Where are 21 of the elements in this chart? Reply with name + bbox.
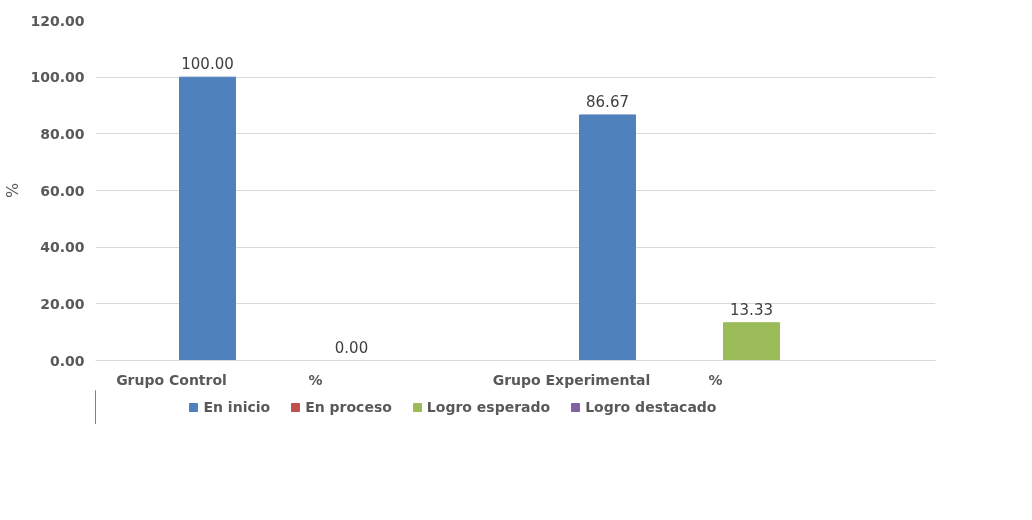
- bar: [723, 322, 780, 361]
- y-tick-label: 20.00: [40, 295, 85, 312]
- y-tick-label: 60.00: [40, 182, 85, 199]
- text: Grupo Control: [116, 371, 227, 388]
- y-tick-label: 80.00: [40, 125, 85, 142]
- legend-label: Logro destacado: [585, 399, 717, 415]
- data-label: 86.67: [586, 92, 629, 111]
- bar: [179, 76, 236, 361]
- data-label: 0.00: [334, 338, 369, 357]
- y-tick-label: 0.00: [49, 352, 85, 369]
- y-tick-label: 100.00: [30, 69, 85, 86]
- legend-label: En proceso: [305, 399, 392, 415]
- y-tick-label: 40.00: [40, 239, 85, 256]
- text: Grupo Experimental: [492, 371, 651, 388]
- legend-label: En inicio: [203, 399, 271, 415]
- data-label: 13.33: [730, 300, 773, 319]
- legend-label: Logro esperado: [426, 399, 551, 415]
- bar: [579, 114, 636, 361]
- y-tick-label: 120.00: [30, 12, 85, 29]
- data-label: 100.00: [181, 55, 234, 74]
- y-axis-title: %: [3, 182, 23, 199]
